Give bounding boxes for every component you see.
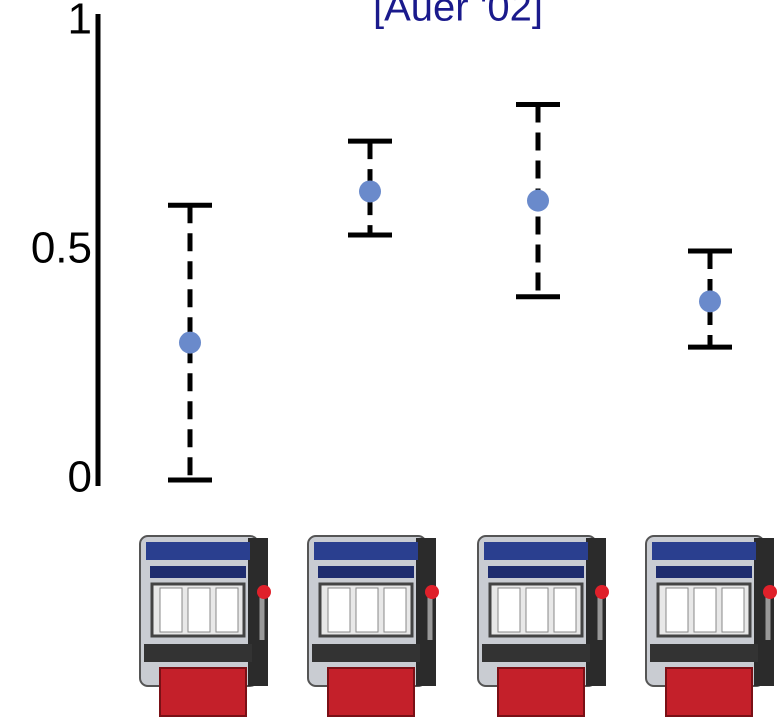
base (327, 667, 415, 717)
reel (215, 587, 239, 633)
chart-title: [Auer '02] (373, 0, 543, 30)
reel (383, 587, 407, 633)
reel (553, 587, 577, 633)
slot-machine (139, 535, 271, 717)
mean-dot (359, 180, 381, 203)
banner (150, 566, 246, 578)
mean-dot (699, 290, 721, 313)
slot-machine (477, 535, 609, 717)
reel (721, 587, 745, 633)
top-panel (146, 542, 250, 560)
y-tick-label: 1 (68, 0, 92, 44)
reel (665, 587, 689, 633)
top-panel (314, 542, 418, 560)
reel (187, 587, 211, 633)
banner (318, 566, 414, 578)
button-panel (144, 644, 252, 662)
button-panel (482, 644, 590, 662)
slot-machine (307, 535, 439, 717)
button-panel (312, 644, 420, 662)
reel (693, 587, 717, 633)
base (665, 667, 753, 717)
cabinet-side (754, 538, 774, 686)
lever-knob (595, 585, 609, 599)
button-panel (650, 644, 758, 662)
base (159, 667, 247, 717)
reel (497, 587, 521, 633)
lever-knob (257, 585, 271, 599)
slot-machine (645, 535, 777, 717)
cabinet-side (416, 538, 436, 686)
y-tick-label: 0 (68, 453, 92, 502)
banner (656, 566, 752, 578)
lever-knob (763, 585, 777, 599)
reel (159, 587, 183, 633)
banner (488, 566, 584, 578)
reel (355, 587, 379, 633)
cabinet-side (248, 538, 268, 686)
base (497, 667, 585, 717)
y-tick-label: 0.5 (31, 224, 92, 273)
reel (327, 587, 351, 633)
top-panel (484, 542, 588, 560)
mean-dot (179, 331, 201, 354)
cabinet-side (586, 538, 606, 686)
mean-dot (527, 189, 549, 212)
lever-knob (425, 585, 439, 599)
reel (525, 587, 549, 633)
top-panel (652, 542, 756, 560)
